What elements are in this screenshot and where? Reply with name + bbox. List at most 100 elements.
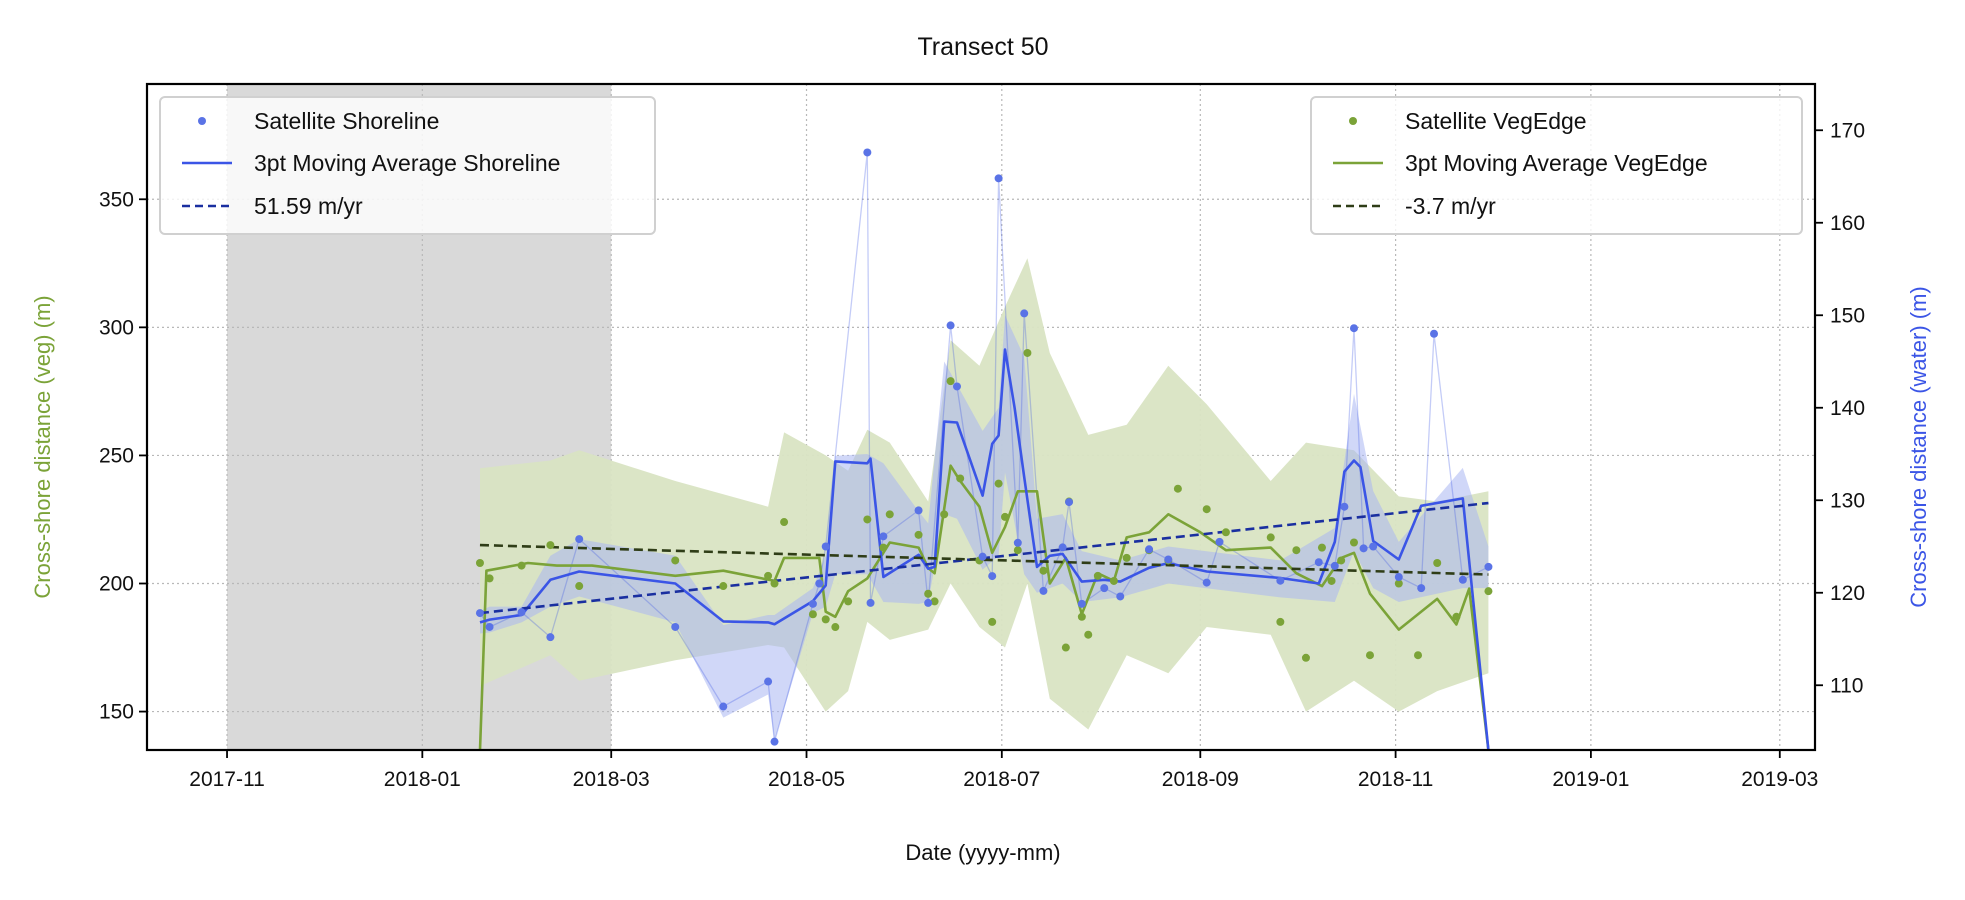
veg-point bbox=[1327, 576, 1336, 585]
veg-point bbox=[988, 617, 997, 626]
veg-point bbox=[914, 530, 923, 539]
veg-point bbox=[475, 559, 484, 568]
veg-point bbox=[924, 589, 933, 598]
water-point bbox=[946, 321, 955, 330]
water-point bbox=[1369, 542, 1378, 551]
legend-satellite-vegedge-marker bbox=[1349, 117, 1357, 125]
veg-point bbox=[517, 561, 526, 570]
veg-point bbox=[808, 610, 817, 619]
veg-point bbox=[940, 510, 949, 519]
veg-point bbox=[780, 518, 789, 527]
water-point bbox=[815, 579, 824, 588]
veg-point bbox=[1077, 612, 1086, 621]
water-point bbox=[764, 677, 773, 686]
x-tick-label: 2018-09 bbox=[1162, 768, 1239, 791]
water-raw-line bbox=[479, 152, 1489, 742]
water-point bbox=[1065, 498, 1074, 507]
axes: 2017-11 2018-01 2018-03 2018-05 2018-07 2018-… bbox=[99, 82, 1865, 791]
y-right-tick-label: 140 bbox=[1830, 397, 1865, 420]
veg-point bbox=[764, 571, 773, 580]
x-tick-label: 2017-11 bbox=[189, 768, 265, 791]
water-point bbox=[770, 737, 779, 746]
veg-point bbox=[1093, 571, 1102, 580]
water-point bbox=[1020, 309, 1029, 318]
water-moving-average-line bbox=[479, 348, 1490, 750]
water-point bbox=[719, 702, 728, 711]
x-tick-label: 2018-07 bbox=[963, 768, 1040, 791]
y-right-tick-label: 170 bbox=[1830, 119, 1865, 142]
x-axis-label: Date (yyyy-mm) bbox=[905, 840, 1060, 865]
water-point bbox=[1430, 329, 1439, 338]
water-point bbox=[879, 532, 888, 541]
veg-point bbox=[1266, 533, 1275, 542]
x-tick-label: 2018-11 bbox=[1358, 768, 1434, 791]
water-point bbox=[1417, 584, 1426, 593]
legend-ma-shoreline-label: 3pt Moving Average Shoreline bbox=[254, 150, 560, 176]
water-point bbox=[546, 633, 555, 642]
y-left-tick-label: 350 bbox=[99, 188, 134, 211]
veg-point bbox=[844, 597, 853, 606]
y-left-tick-label: 150 bbox=[99, 701, 134, 724]
legend-satellite-shoreline-marker bbox=[198, 117, 206, 125]
plot-frame bbox=[145, 82, 1817, 752]
x-tick-label: 2018-05 bbox=[768, 768, 845, 791]
water-point bbox=[994, 174, 1003, 183]
veg-point bbox=[1337, 556, 1346, 565]
veg-point bbox=[1221, 528, 1230, 537]
water-point bbox=[1039, 586, 1048, 595]
y-left-tick-label: 300 bbox=[99, 316, 134, 339]
veg-point bbox=[546, 541, 555, 550]
veg-point bbox=[994, 479, 1003, 488]
veg-point bbox=[1276, 617, 1285, 626]
x-tick-label: 2018-03 bbox=[573, 768, 650, 791]
veg-point bbox=[1013, 546, 1022, 555]
water-point bbox=[808, 599, 817, 608]
water-point bbox=[1359, 544, 1368, 553]
water-point bbox=[1349, 324, 1358, 333]
water-point bbox=[1164, 555, 1173, 564]
veg-point bbox=[1292, 546, 1301, 555]
chart-title: Transect 50 bbox=[917, 33, 1048, 61]
water-point bbox=[978, 552, 987, 561]
veg-point bbox=[1001, 512, 1010, 521]
legend-shoreline: Satellite Shoreline 3pt Moving Average S… bbox=[159, 96, 656, 235]
veg-point bbox=[1452, 612, 1461, 621]
water-point bbox=[475, 609, 484, 618]
legend-vegedge-trend-label: -3.7 m/yr bbox=[1405, 193, 1496, 219]
water-point bbox=[866, 598, 875, 607]
y-axis-left-label: Cross-shore distance (veg) (m) bbox=[30, 295, 55, 598]
veg-point bbox=[831, 623, 840, 632]
water-point bbox=[952, 382, 961, 391]
water-point bbox=[1077, 599, 1086, 608]
y-right-tick-label: 130 bbox=[1830, 489, 1865, 512]
y-left-tick-label: 250 bbox=[99, 444, 134, 467]
water-point bbox=[863, 148, 872, 157]
veg-point bbox=[770, 579, 779, 588]
veg-point bbox=[485, 574, 494, 583]
legend-vegedge: Satellite VegEdge 3pt Moving Average Veg… bbox=[1310, 96, 1803, 235]
veg-point bbox=[946, 377, 955, 386]
veg-point bbox=[1433, 559, 1442, 568]
water-point bbox=[1202, 578, 1211, 587]
veg-point bbox=[671, 556, 680, 565]
water-point bbox=[1330, 561, 1339, 570]
water-point bbox=[575, 535, 584, 544]
water-point bbox=[924, 598, 933, 607]
water-point bbox=[1058, 543, 1067, 552]
veg-point bbox=[863, 515, 872, 524]
water-point bbox=[1314, 558, 1323, 567]
veg-point bbox=[885, 510, 894, 519]
water-point bbox=[1340, 502, 1349, 511]
veg-point bbox=[1202, 505, 1211, 514]
water-point bbox=[1145, 545, 1154, 554]
veg-point bbox=[1084, 630, 1093, 639]
veg-point bbox=[1349, 538, 1358, 547]
veg-point bbox=[1173, 484, 1182, 493]
water-point bbox=[821, 542, 830, 551]
y-axis-right-label: Cross-shore distance (water) (m) bbox=[1906, 286, 1931, 608]
water-point bbox=[1100, 584, 1109, 593]
y-right-tick-label: 160 bbox=[1830, 212, 1865, 235]
x-tick-label: 2019-03 bbox=[1741, 768, 1818, 791]
legend-vegedge-frame bbox=[1310, 96, 1803, 235]
